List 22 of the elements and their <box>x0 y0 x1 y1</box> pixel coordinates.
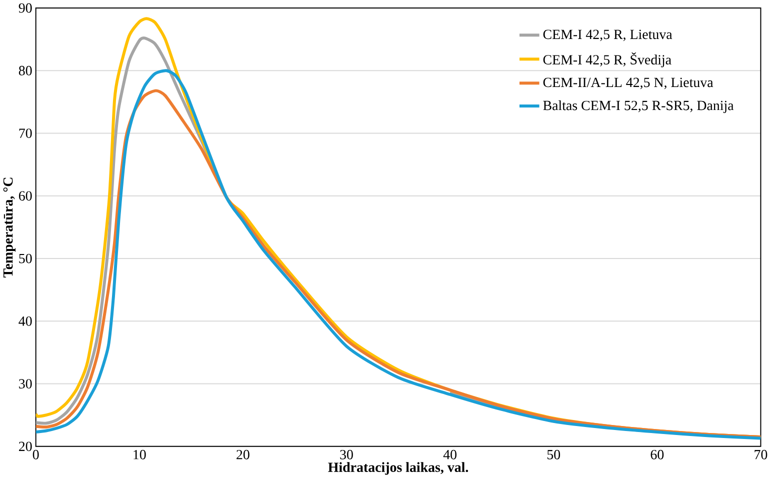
y-tick-label: 40 <box>18 316 32 326</box>
x-tick-label: 30 <box>340 450 353 460</box>
y-tick-label: 80 <box>18 66 32 76</box>
x-axis-title: Hidratacijos laikas, val. <box>328 462 468 475</box>
y-tick-label: 20 <box>19 442 32 452</box>
x-tick-label: 50 <box>547 450 560 460</box>
y-tick-label: 90 <box>18 3 32 13</box>
y-tick-label: 50 <box>19 254 32 264</box>
legend-label: CEM-II/A-LL 42,5 N, Lietuva <box>543 78 714 90</box>
y-tick-label: 70 <box>19 128 32 138</box>
x-tick-label: 10 <box>134 450 146 460</box>
legend-label: CEM-I 42,5 R, Lietuva <box>543 30 672 42</box>
y-tick-label: 60 <box>18 191 32 201</box>
legend-label: CEM-I 42,5 R, Švedija <box>543 52 672 68</box>
x-tick-label: 70 <box>754 450 768 460</box>
x-tick-label: 20 <box>236 450 250 460</box>
x-tick-label: 60 <box>650 450 664 460</box>
y-tick-label: 30 <box>19 379 32 388</box>
x-tick-label: 40 <box>443 450 456 460</box>
x-tick-label: 0 <box>32 450 39 460</box>
y-axis-title: Temperatūra, °C <box>3 178 16 278</box>
legend-label: Baltas CEM-I 52,5 R-SR5, Danija <box>543 100 734 113</box>
